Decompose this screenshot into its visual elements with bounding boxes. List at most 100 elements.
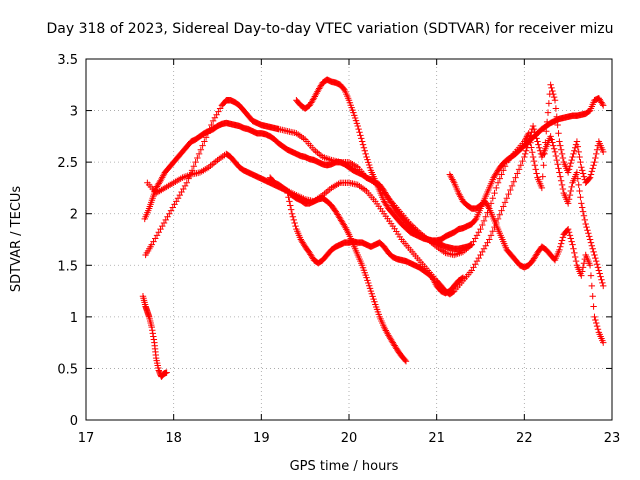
data-point (501, 199, 509, 206)
data-point (552, 105, 560, 112)
data-point (588, 168, 596, 175)
data-point (543, 128, 550, 135)
data-point (585, 230, 592, 237)
data-point (554, 121, 561, 129)
data-point (567, 187, 574, 195)
data-point (557, 142, 564, 149)
data-point (351, 112, 358, 119)
data-point (590, 303, 597, 310)
data-point (285, 194, 292, 201)
data-point (530, 125, 538, 133)
data-point (572, 257, 580, 265)
data-point (523, 144, 531, 151)
y-tick-label: 3 (70, 105, 78, 120)
data-point (531, 162, 539, 169)
y-tick-label: 0 (70, 414, 78, 429)
chart-title: Day 318 of 2023, Sidereal Day-to-day VTE… (47, 21, 614, 37)
data-point (559, 154, 567, 162)
data-point (584, 227, 591, 234)
data-point (573, 169, 581, 176)
data-point (371, 298, 378, 305)
data-point (564, 225, 572, 233)
data-point (600, 339, 607, 346)
data-point (480, 217, 488, 225)
data-point (554, 161, 561, 168)
data-point (288, 210, 296, 217)
data-point (550, 90, 557, 98)
data-point (558, 237, 566, 244)
data-point (487, 232, 495, 239)
data-point (589, 293, 596, 300)
data-point (367, 287, 375, 295)
data-point (566, 163, 574, 170)
data-point (555, 165, 562, 172)
x-tick-label: 17 (78, 431, 95, 446)
data-point (544, 109, 552, 116)
data-point (485, 203, 492, 211)
data-point (564, 200, 572, 207)
data-point (595, 267, 603, 274)
data-point (356, 129, 363, 136)
data-point (529, 153, 537, 161)
data-point (519, 157, 526, 165)
data-point (567, 235, 574, 242)
axis-ticks: 17 18 19 20 21 22 23 0 0.5 1 1.5 2 2.5 3 3.5 (57, 53, 620, 446)
data-point (559, 185, 567, 193)
y-tick-label: 1 (70, 311, 78, 326)
data-point (586, 233, 593, 240)
data-point (364, 156, 371, 163)
data-point (530, 157, 538, 165)
data-point (598, 276, 605, 283)
data-point (587, 171, 595, 178)
data-point (586, 175, 593, 182)
data-point (596, 270, 603, 277)
data-point (496, 211, 503, 218)
y-tick-label: 0.5 (57, 362, 78, 377)
data-point (571, 253, 579, 261)
data-point (522, 150, 529, 158)
data-point (600, 282, 607, 290)
data-point (493, 184, 500, 192)
data-point (287, 202, 294, 209)
data-point (508, 182, 516, 190)
data-point (575, 181, 582, 189)
data-point (524, 141, 532, 148)
data-point (525, 138, 532, 145)
data-point (577, 194, 584, 201)
data-point (402, 358, 410, 365)
data-point (599, 100, 606, 108)
data-point (593, 257, 600, 265)
data-point (536, 144, 543, 151)
x-tick-label: 18 (165, 431, 182, 446)
data-point (592, 154, 599, 162)
data-point (548, 84, 555, 92)
data-point (555, 130, 562, 137)
data-point (547, 133, 554, 140)
series-seg4 (266, 174, 410, 365)
series-seg5 (293, 76, 475, 252)
data-point (565, 196, 573, 203)
data-point (201, 138, 208, 145)
data-point (284, 189, 291, 197)
data-point (289, 213, 297, 221)
data-point (576, 153, 583, 161)
data-point (547, 81, 554, 88)
data-point (514, 170, 521, 177)
x-tick-label: 21 (428, 431, 445, 446)
data-point (150, 333, 157, 340)
data-point (593, 150, 600, 158)
data-point (287, 206, 295, 213)
data-point (557, 173, 564, 180)
data-point (557, 240, 565, 247)
data-point (548, 136, 555, 143)
data-point (359, 141, 367, 148)
data-point (163, 369, 170, 376)
data-point (487, 200, 495, 207)
data-points (139, 76, 607, 380)
data-point (401, 356, 409, 364)
data-point (353, 120, 361, 127)
data-point (590, 162, 597, 169)
data-point (580, 212, 588, 219)
data-point (558, 150, 566, 158)
